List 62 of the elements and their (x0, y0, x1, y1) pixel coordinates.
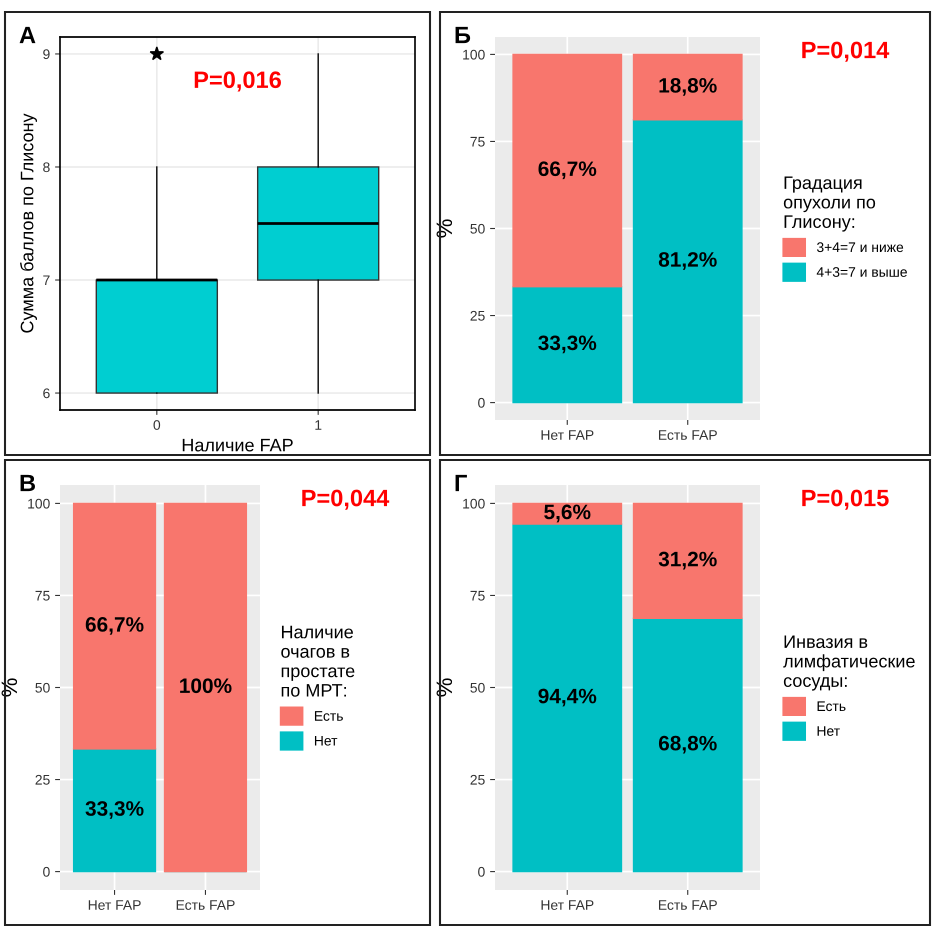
legend-title: Градация опухоли по Глисону: (784, 176, 876, 232)
chart-title: А (20, 26, 36, 44)
x-tick-label: Есть FAP (658, 900, 717, 910)
y-tick-label: 75 (470, 136, 485, 147)
data-label: 94,4% (538, 688, 596, 706)
y-axis-title: Сумма баллов по Глисону (20, 113, 37, 333)
data-label: 100% (180, 678, 232, 694)
y-tick-label: 100 (28, 498, 50, 509)
y-tick-label: 50 (470, 224, 485, 234)
y-tick-label: 50 (470, 682, 485, 693)
chart-title: Б (456, 26, 470, 44)
x-tick-label: Нет FAP (542, 900, 594, 910)
legend-title: Наличие очагов в простате по МРТ: (281, 626, 354, 697)
bar (632, 119, 743, 404)
y-tick-label: 7 (43, 275, 50, 286)
data-label: 81,2% (658, 252, 717, 270)
bar (632, 618, 743, 872)
bar (632, 502, 743, 619)
legend-label: 4+3=7 и выше (816, 267, 907, 277)
legend-label: Нет (818, 726, 840, 736)
legend-label: Есть (314, 711, 343, 721)
y-tick-label: 8 (43, 162, 50, 172)
y-tick-label: 100 (463, 498, 485, 509)
annotation: P=0,016 (194, 71, 281, 92)
y-tick-label: 0 (478, 866, 485, 877)
text: P=0,015 (802, 490, 889, 510)
x-axis-title: Наличие FAP (182, 438, 293, 452)
legend-label: 3+4=7 и ниже (816, 242, 904, 252)
data-label: 68,8% (658, 736, 717, 754)
y-tick-label: 50 (35, 682, 50, 693)
x-tick-label: Нет FAP (542, 430, 594, 440)
data-label: 66,7% (86, 617, 144, 635)
y-tick-label: 25 (470, 774, 485, 785)
data-label: 33,3% (538, 335, 596, 354)
x-tick-label: 1 (315, 420, 322, 430)
y-tick-label: 75 (470, 590, 485, 601)
y-tick-label: 75 (36, 590, 50, 601)
data-label: 66,7% (538, 161, 596, 180)
chart-title: Г (456, 474, 467, 492)
bar (512, 54, 622, 288)
y-tick-label: 0 (43, 866, 50, 877)
x-tick-label: Нет FAP (88, 900, 141, 910)
y-tick-label: 6 (43, 388, 50, 398)
chart-title: В (20, 474, 35, 492)
data-label: 5,6% (544, 504, 590, 522)
x-tick-label: Есть FAP (658, 430, 717, 440)
legend-title: Инвазия в лимфатические сосуды: (783, 636, 915, 691)
x-tick-label: Есть FAP (176, 900, 235, 910)
bar (632, 54, 743, 121)
y-tick-label: 25 (470, 310, 485, 321)
y-tick-label: 9 (43, 49, 50, 60)
text: P=0,014 (802, 42, 890, 62)
data-label: 18,8% (660, 78, 717, 96)
y-tick-label: 100 (463, 50, 485, 60)
y-tick-label: 0 (478, 398, 485, 408)
y-tick-label: 25 (36, 774, 50, 785)
legend-label: Нет (314, 736, 338, 746)
data-label: 31,2% (658, 552, 717, 570)
data-label: 33,3% (85, 801, 144, 819)
bar (512, 286, 622, 404)
text: P=0,044 (302, 490, 390, 510)
legend-label: Есть (818, 701, 846, 712)
